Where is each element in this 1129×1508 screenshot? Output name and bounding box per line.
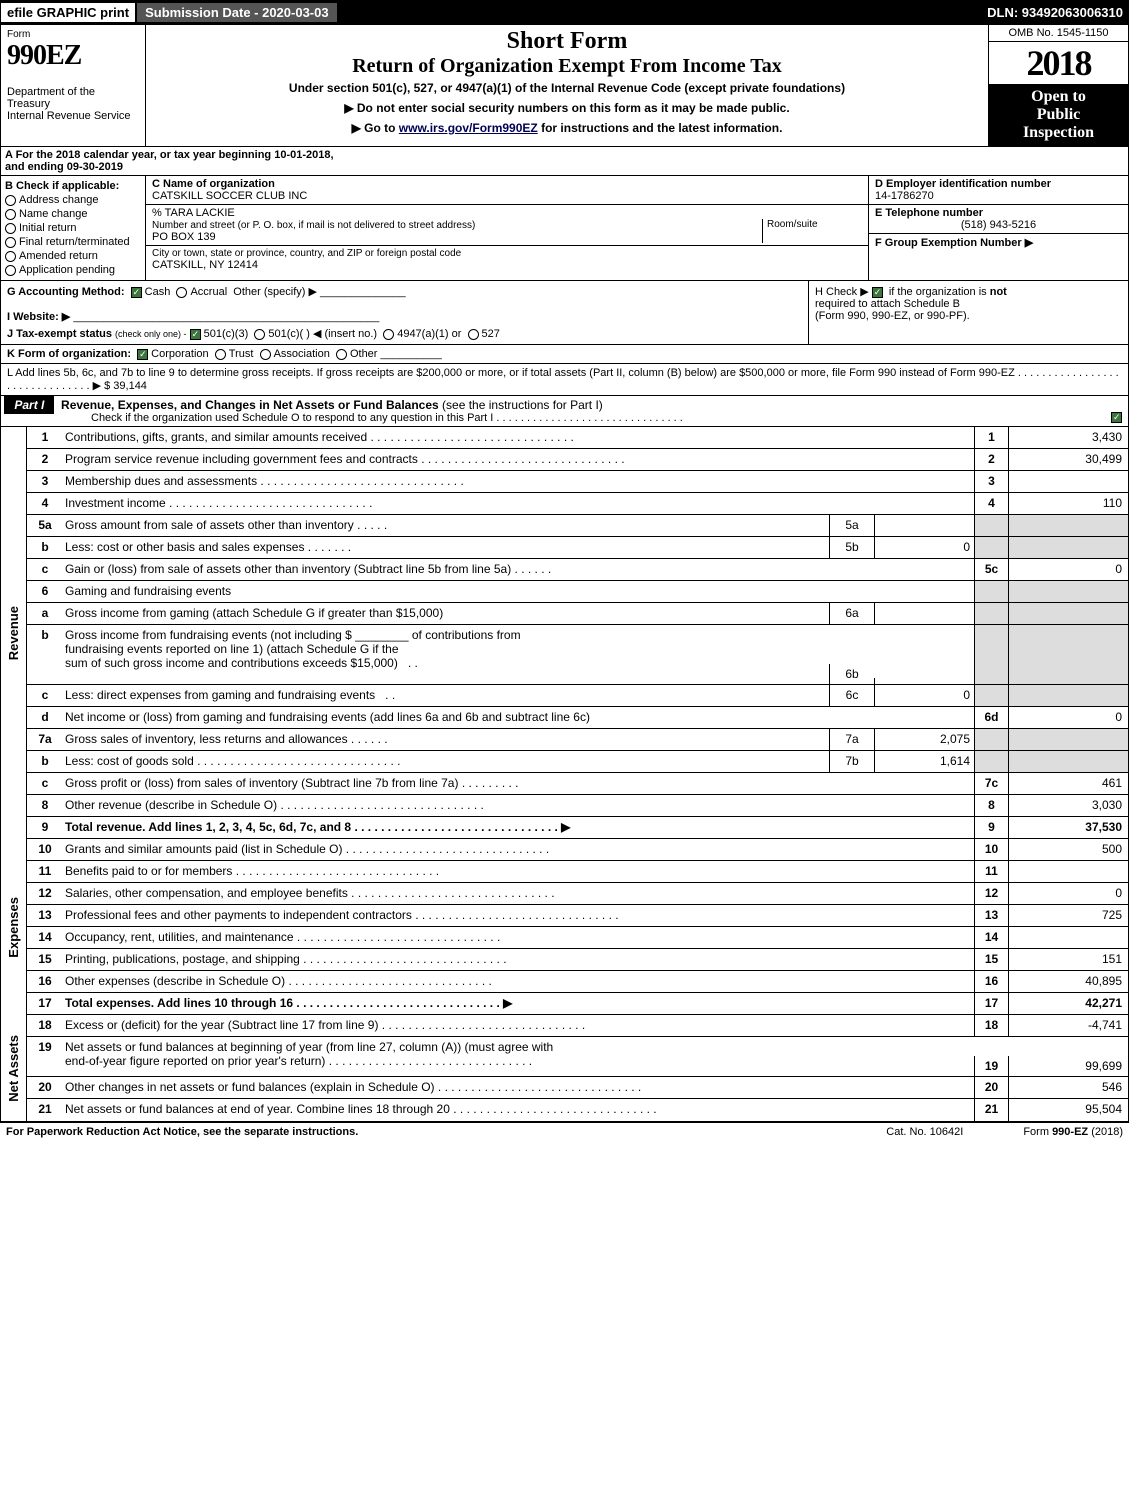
line-7a-amount: 2,075	[874, 729, 974, 750]
open-to-public: Open toPublicInspection	[989, 84, 1128, 146]
initial-return-checkbox[interactable]	[5, 223, 16, 234]
form-number: 990EZ	[7, 40, 139, 72]
no-ssn-note: ▶ Do not enter social security numbers o…	[149, 101, 985, 115]
line-11-amount	[1008, 861, 1128, 882]
room-suite-label: Room/suite	[762, 219, 862, 243]
gh-row: G Accounting Method: Cash Accrual Other …	[0, 281, 1129, 345]
line-18-amount: -4,741	[1008, 1015, 1128, 1036]
goto-note: ▶ Go to www.irs.gov/Form990EZ for instru…	[149, 121, 985, 135]
irs-link[interactable]: www.irs.gov/Form990EZ	[399, 121, 538, 135]
schedule-o-checkbox[interactable]	[1111, 412, 1122, 423]
assoc-checkbox[interactable]	[260, 349, 271, 360]
omb-number: OMB No. 1545-1150	[989, 25, 1128, 42]
footer-notice: For Paperwork Reduction Act Notice, see …	[6, 1126, 358, 1138]
d-label: D Employer identification number	[875, 178, 1051, 190]
line-21-amount: 95,504	[1008, 1099, 1128, 1121]
other-org-checkbox[interactable]	[336, 349, 347, 360]
net-assets-side-label: Net Assets	[6, 1035, 21, 1102]
expenses-side-label: Expenses	[6, 897, 21, 958]
submission-date: Submission Date - 2020-03-03	[136, 2, 338, 23]
line-k: K Form of organization: Corporation Trus…	[0, 345, 1129, 364]
amended-return-checkbox[interactable]	[5, 251, 16, 262]
tax-year: 2018	[989, 42, 1128, 84]
ein: 14-1786270	[875, 190, 934, 202]
line-6a-amount	[874, 603, 974, 624]
corp-checkbox[interactable]	[137, 349, 148, 360]
irs-label: Internal Revenue Service	[7, 110, 139, 122]
line-12-amount: 0	[1008, 883, 1128, 904]
final-return-checkbox[interactable]	[5, 237, 16, 248]
line-2-amount: 30,499	[1008, 449, 1128, 470]
expenses-section: Expenses 10Grants and similar amounts pa…	[0, 839, 1129, 1015]
line-17-amount: 42,271	[1008, 993, 1128, 1014]
line-5b-amount: 0	[874, 537, 974, 558]
line-6c-amount: 0	[874, 685, 974, 706]
line-7b-amount: 1,614	[874, 751, 974, 772]
form-label: Form	[7, 29, 139, 40]
dln: DLN: 93492063006310	[987, 5, 1129, 20]
title-short-form: Short Form	[149, 28, 985, 55]
net-assets-section: Net Assets 18Excess or (deficit) for the…	[0, 1015, 1129, 1122]
care-of: % TARA LACKIE	[152, 207, 235, 219]
line-3-amount	[1008, 471, 1128, 492]
header-left: Form 990EZ Department of the Treasury In…	[1, 25, 146, 146]
line-9-amount: 37,530	[1008, 817, 1128, 838]
f-label: F Group Exemption Number ▶	[875, 237, 1033, 249]
address-change-checkbox[interactable]	[5, 195, 16, 206]
e-label: E Telephone number	[875, 207, 983, 219]
footer: For Paperwork Reduction Act Notice, see …	[0, 1122, 1129, 1141]
cash-checkbox[interactable]	[131, 287, 142, 298]
org-name: CATSKILL SOCCER CLUB INC	[152, 190, 307, 202]
cat-no: Cat. No. 10642I	[886, 1126, 963, 1138]
line-l: L Add lines 5b, 6c, and 7b to line 9 to …	[0, 364, 1129, 396]
4947-checkbox[interactable]	[383, 329, 394, 340]
application-pending-checkbox[interactable]	[5, 265, 16, 276]
line-20-amount: 546	[1008, 1077, 1128, 1098]
501c-checkbox[interactable]	[254, 329, 265, 340]
section-c: C Name of organizationCATSKILL SOCCER CL…	[146, 176, 868, 280]
line-19-amount: 99,699	[1008, 1056, 1128, 1076]
line-6d-amount: 0	[1008, 707, 1128, 728]
name-change-checkbox[interactable]	[5, 209, 16, 220]
line-16-amount: 40,895	[1008, 971, 1128, 992]
revenue-side-label: Revenue	[6, 606, 21, 660]
line-6b-amount	[874, 678, 974, 684]
under-section: Under section 501(c), 527, or 4947(a)(1)…	[149, 81, 985, 95]
line-10-amount: 500	[1008, 839, 1128, 860]
b-label: B Check if applicable:	[5, 180, 141, 192]
header-right: OMB No. 1545-1150 2018 Open toPublicInsp…	[988, 25, 1128, 146]
trust-checkbox[interactable]	[215, 349, 226, 360]
h-checkbox[interactable]	[872, 287, 883, 298]
form-ref: Form 990-EZ (2018)	[1023, 1126, 1123, 1138]
telephone: (518) 943-5216	[875, 219, 1122, 231]
501c3-checkbox[interactable]	[190, 329, 201, 340]
efile-label: efile GRAPHIC print	[0, 2, 136, 23]
line-5a-amount	[874, 515, 974, 536]
right-column: D Employer identification number14-17862…	[868, 176, 1128, 280]
dept-label: Department of the Treasury	[7, 86, 139, 110]
period-row: A For the 2018 calendar year, or tax yea…	[0, 147, 1129, 176]
revenue-section: Revenue 1Contributions, gifts, grants, a…	[0, 427, 1129, 839]
title-return: Return of Organization Exempt From Incom…	[149, 55, 985, 78]
gross-receipts: ▶ $ 39,144	[93, 380, 147, 392]
line-13-amount: 725	[1008, 905, 1128, 926]
line-8-amount: 3,030	[1008, 795, 1128, 816]
line-1-amount: 3,430	[1008, 427, 1128, 448]
form-header: Form 990EZ Department of the Treasury In…	[0, 24, 1129, 147]
identity-block: B Check if applicable: Address change Na…	[0, 176, 1129, 281]
527-checkbox[interactable]	[468, 329, 479, 340]
line-14-amount	[1008, 927, 1128, 948]
part-i-header: Part I Revenue, Expenses, and Changes in…	[0, 396, 1129, 427]
line-7c-amount: 461	[1008, 773, 1128, 794]
street-address: PO BOX 139	[152, 231, 216, 243]
header-mid: Short Form Return of Organization Exempt…	[146, 25, 988, 146]
section-b: B Check if applicable: Address change Na…	[1, 176, 146, 280]
accrual-checkbox[interactable]	[176, 287, 187, 298]
line-5c-amount: 0	[1008, 559, 1128, 580]
line-4-amount: 110	[1008, 493, 1128, 514]
topbar: efile GRAPHIC print Submission Date - 20…	[0, 0, 1129, 24]
city-state-zip: CATSKILL, NY 12414	[152, 259, 258, 271]
line-15-amount: 151	[1008, 949, 1128, 970]
